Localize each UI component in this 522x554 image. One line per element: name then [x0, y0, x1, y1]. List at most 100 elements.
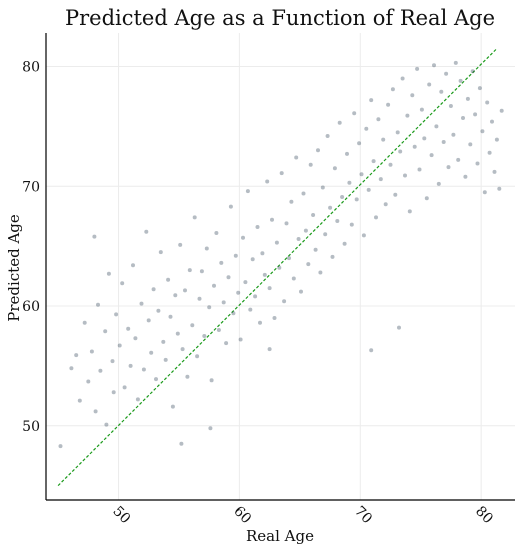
y-tick-label: 60	[22, 299, 40, 315]
data-point	[226, 275, 231, 280]
data-point	[277, 265, 282, 270]
data-point	[482, 190, 487, 195]
data-point	[114, 312, 119, 317]
data-point	[111, 390, 116, 395]
data-point	[284, 221, 289, 226]
data-point	[131, 263, 135, 268]
data-point	[89, 349, 94, 354]
data-point	[187, 268, 192, 273]
data-point	[82, 320, 87, 325]
data-point	[103, 329, 108, 334]
data-point	[345, 151, 349, 156]
data-point	[144, 229, 149, 234]
data-point	[178, 242, 183, 247]
data-point	[151, 287, 156, 292]
y-tick-label: 80	[22, 60, 40, 76]
data-point	[236, 290, 241, 295]
data-point	[456, 157, 461, 162]
data-point	[432, 63, 436, 68]
data-point	[214, 231, 219, 235]
data-point	[158, 250, 163, 255]
axes	[45, 33, 515, 501]
data-point	[463, 174, 468, 179]
data-point	[208, 426, 213, 431]
data-point	[221, 300, 226, 305]
data-point	[267, 347, 272, 352]
data-point	[395, 130, 400, 135]
data-point	[439, 89, 444, 94]
data-point	[139, 301, 144, 306]
data-point	[154, 377, 158, 382]
data-point	[262, 272, 267, 277]
data-point	[458, 78, 463, 83]
data-point	[270, 217, 274, 222]
reference-line	[57, 48, 498, 487]
data-point	[117, 343, 122, 348]
y-tick-label: 70	[22, 179, 40, 195]
data-point	[197, 296, 202, 301]
data-point	[398, 149, 403, 154]
chart-title: Predicted Age as a Function of Real Age	[65, 6, 495, 30]
data-point	[110, 359, 115, 364]
data-point	[335, 219, 340, 223]
grid-lines	[46, 33, 515, 500]
data-point	[156, 308, 161, 313]
data-point	[267, 286, 272, 291]
data-point	[451, 132, 456, 137]
data-point	[299, 289, 303, 294]
data-point	[403, 173, 407, 178]
data-point	[199, 269, 204, 274]
data-point	[308, 162, 313, 167]
data-point	[190, 323, 195, 328]
data-point	[106, 271, 111, 276]
data-point	[289, 199, 294, 204]
data-point	[104, 422, 109, 427]
data-point	[93, 409, 98, 414]
data-point	[185, 374, 190, 379]
data-point	[473, 112, 478, 117]
data-point	[386, 102, 391, 107]
data-point	[374, 215, 378, 220]
data-point	[328, 205, 333, 210]
data-point	[170, 404, 175, 409]
data-point	[371, 159, 376, 164]
data-point	[487, 150, 492, 155]
data-point	[480, 129, 485, 134]
x-tick-label: 60	[230, 503, 254, 527]
data-point	[400, 76, 405, 81]
data-point	[128, 363, 133, 368]
data-point	[330, 254, 335, 259]
data-point	[412, 144, 417, 149]
data-point	[388, 162, 393, 167]
data-point	[274, 240, 279, 245]
data-point	[417, 167, 422, 172]
data-point	[255, 225, 260, 229]
data-point	[470, 69, 475, 74]
data-point	[427, 82, 432, 87]
data-point	[279, 171, 284, 176]
data-point	[407, 209, 412, 214]
data-point	[243, 280, 248, 285]
data-point	[405, 113, 410, 118]
y-tick-label: 50	[22, 419, 40, 435]
data-point	[233, 253, 238, 258]
data-point	[390, 87, 395, 92]
reference-line-layer	[57, 48, 498, 487]
data-point	[444, 71, 449, 76]
data-point	[306, 262, 311, 267]
data-point	[163, 357, 168, 362]
x-axis-label: Real Age	[246, 527, 314, 545]
data-point	[183, 288, 187, 293]
data-point	[434, 124, 439, 129]
data-point	[323, 232, 328, 237]
data-point	[337, 120, 342, 125]
data-point	[499, 108, 504, 113]
data-point	[179, 441, 184, 446]
data-point	[192, 215, 197, 220]
data-point	[441, 140, 446, 144]
data-point	[494, 137, 499, 142]
data-point	[265, 179, 270, 184]
data-point	[248, 307, 253, 312]
data-point	[475, 161, 480, 166]
data-point	[364, 126, 369, 131]
